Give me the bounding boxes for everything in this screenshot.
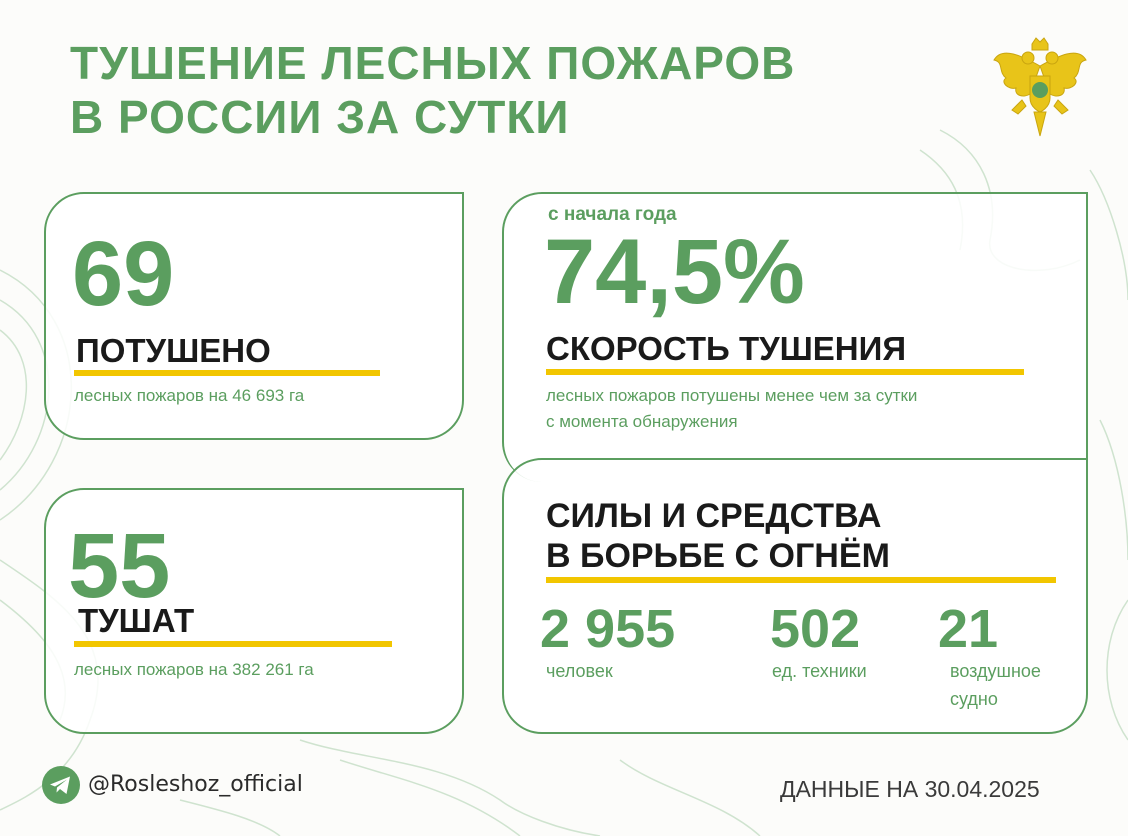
forces-aircraft-unit-line-1: воздушное [950, 661, 1041, 681]
speed-since: с начала года [548, 204, 677, 225]
forces-people-value: 2 955 [540, 599, 676, 659]
title-line-2: В РОССИИ ЗА СУТКИ [70, 91, 570, 143]
burning-detail: лесных пожаров на 382 261 га [74, 660, 314, 679]
double-headed-eagle-emblem-icon [993, 37, 1087, 137]
telegram-icon[interactable] [42, 766, 80, 804]
data-date: ДАННЫЕ НА 30.04.2025 [780, 776, 1040, 802]
burning-value: 55 [68, 515, 171, 617]
telegram-handle-link[interactable]: @Rosleshoz_official [88, 772, 303, 797]
extinguished-underline [74, 370, 380, 376]
forces-people-unit: человек [546, 661, 613, 681]
burning-card [44, 488, 464, 734]
forces-equipment-value: 502 [770, 599, 861, 659]
forces-card [502, 458, 1088, 734]
forces-equipment-unit: ед. техники [772, 661, 867, 681]
forces-label-line-1: СИЛЫ И СРЕДСТВА [546, 497, 882, 535]
speed-label: СКОРОСТЬ ТУШЕНИЯ [546, 330, 907, 367]
extinguished-value: 69 [72, 223, 175, 325]
page-title: ТУШЕНИЕ ЛЕСНЫХ ПОЖАРОВ В РОССИИ ЗА СУТКИ [70, 36, 795, 144]
title-line-1: ТУШЕНИЕ ЛЕСНЫХ ПОЖАРОВ [70, 37, 796, 89]
extinguished-card [44, 192, 464, 440]
extinguished-label: ПОТУШЕНО [76, 332, 271, 369]
speed-detail-line-2: с момента обнаружения [546, 412, 738, 431]
extinguished-detail: лесных пожаров на 46 693 га [74, 386, 305, 405]
forces-aircraft-value: 21 [938, 599, 999, 659]
speed-value: 74,5% [544, 221, 805, 323]
forces-aircraft-unit-line-2: судно [950, 689, 998, 709]
forces-underline [546, 577, 1056, 583]
forces-label-line-2: В БОРЬБЕ С ОГНЁМ [546, 537, 890, 575]
speed-detail-line-1: лесных пожаров потушены менее чем за сут… [546, 386, 918, 405]
speed-underline [546, 369, 1024, 375]
burning-underline [74, 641, 392, 647]
burning-label: ТУШАТ [78, 602, 195, 639]
speed-card [502, 192, 1088, 482]
